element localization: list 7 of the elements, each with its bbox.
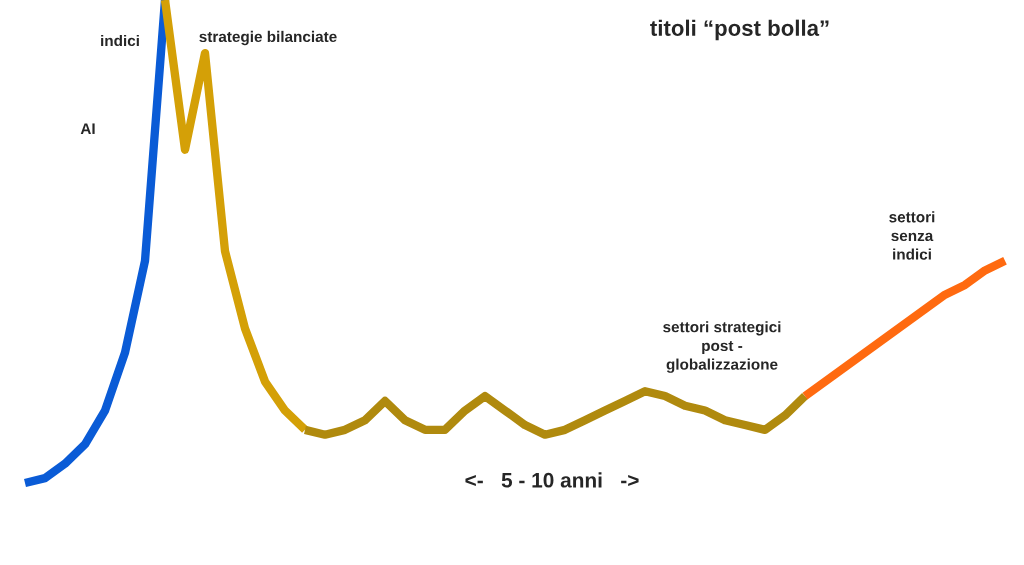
annotation: indici: [101, 34, 139, 47]
annotation: settori senza indici: [889, 211, 935, 260]
annotation: titoli “post bolla”: [650, 19, 829, 41]
annotation: <- 5 - 10 anni ->: [465, 472, 639, 488]
annotation: strategie bilanciate: [199, 30, 337, 46]
annotation: AI: [80, 123, 95, 134]
annotation: settori strategici post - globalizzazione: [663, 321, 781, 373]
